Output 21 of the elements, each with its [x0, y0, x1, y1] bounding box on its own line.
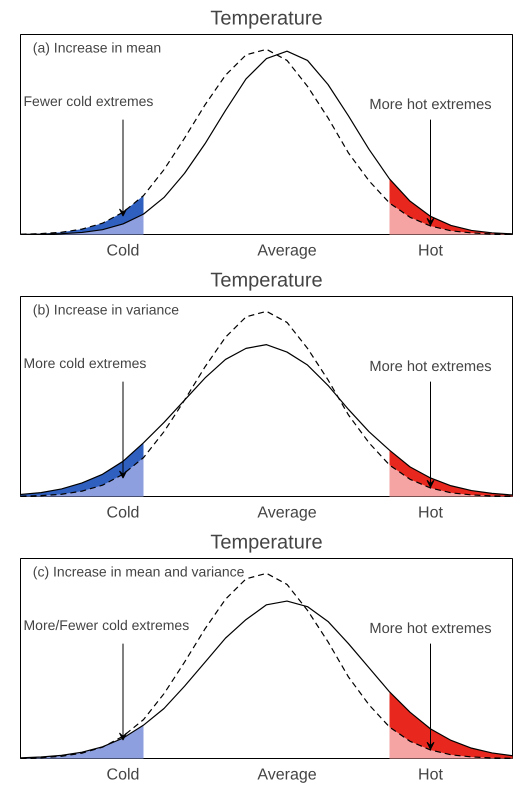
annotation: Fewer cold extremes — [24, 93, 154, 110]
annotation: (c) Increase in mean and variance — [32, 563, 245, 580]
x-tick-label: Average — [257, 504, 317, 522]
annotation: (b) Increase in variance — [32, 301, 180, 318]
x-tick-label: Cold — [106, 504, 140, 522]
annotation: (a) Increase in mean — [32, 39, 162, 56]
chart-title: Temperature — [210, 532, 323, 554]
x-tick-label: Hot — [418, 504, 444, 522]
x-tick-label: Average — [257, 242, 317, 260]
x-tick-label: Hot — [418, 766, 444, 784]
x-tick-label: Cold — [106, 242, 140, 260]
annotation: More hot extremes — [369, 358, 492, 375]
annotation: More hot extremes — [369, 620, 492, 637]
annotation: More hot extremes — [369, 96, 492, 113]
x-tick-label: Hot — [418, 242, 444, 260]
annotation: More/Fewer cold extremes — [24, 617, 190, 634]
chart-title: Temperature — [210, 8, 323, 30]
x-tick-label: Cold — [106, 766, 140, 784]
x-tick-label: Average — [257, 766, 317, 784]
chart-title: Temperature — [210, 270, 323, 292]
annotation: More cold extremes — [24, 355, 146, 372]
